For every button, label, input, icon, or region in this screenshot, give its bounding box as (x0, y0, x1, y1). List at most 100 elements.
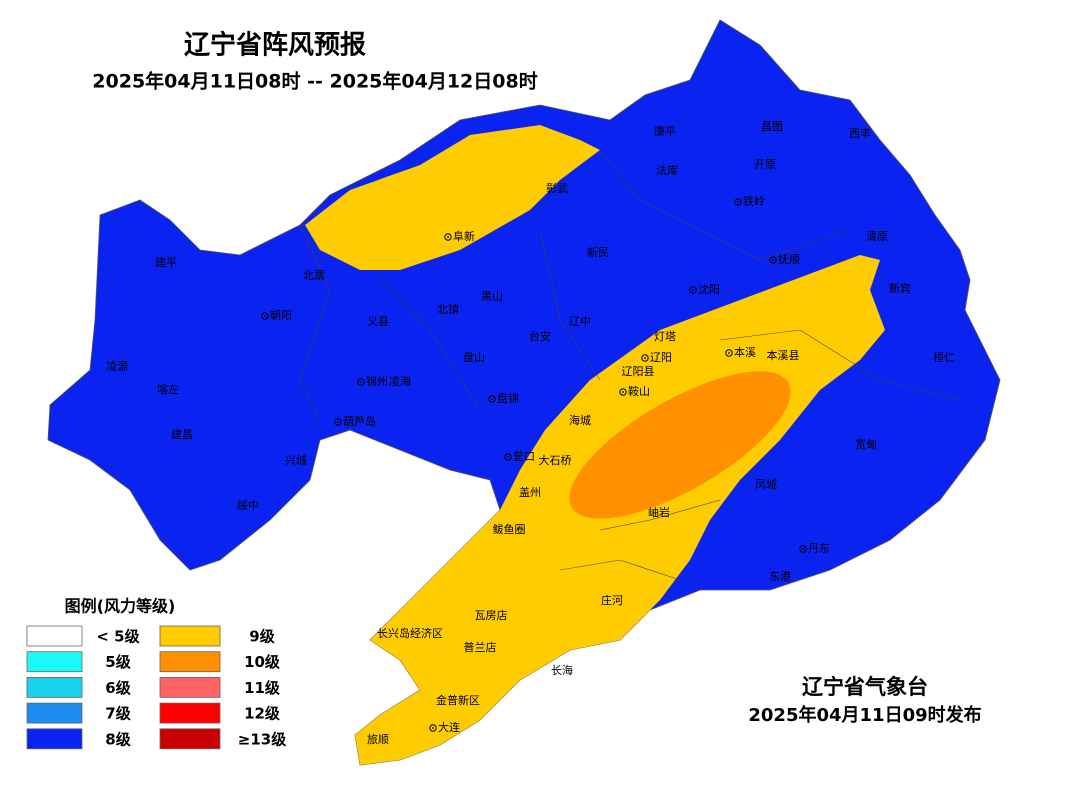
city-label: 台安 (529, 329, 551, 343)
city-label: 宽甸 (855, 437, 877, 451)
city-label: 本溪 (734, 345, 756, 359)
province-8 (47, 19, 1001, 766)
issued: 2025年04月11日09时发布 (748, 704, 981, 726)
city-label: 黑山 (481, 290, 503, 303)
city-label: 葫芦岛 (343, 414, 376, 428)
legend-swatch (159, 702, 221, 724)
legend-swatch (159, 625, 221, 647)
agency: 辽宁省气象台 (802, 675, 928, 699)
city-marker-dot (622, 391, 624, 393)
city-marker (725, 349, 733, 357)
legend-swatch (26, 651, 83, 673)
city-label: 营口 (513, 449, 535, 463)
legend-label: 8级 (105, 730, 131, 748)
legend-title: 图例(风力等级) (65, 597, 176, 616)
city-label: 锦州 (366, 374, 388, 388)
city-label: 彰武 (546, 181, 568, 195)
title: 辽宁省阵风预报 (184, 30, 366, 61)
legend-label: 6级 (105, 679, 131, 697)
city-marker (641, 354, 649, 362)
city-marker (444, 233, 452, 241)
legend-label: 10级 (244, 653, 281, 671)
legend-label: 7级 (105, 705, 131, 723)
city-label: 兴城 (285, 454, 307, 467)
city-label: 辽阳县 (622, 365, 655, 378)
city-label: 凤城 (755, 478, 777, 491)
city-label: 盘山 (463, 350, 485, 364)
city-marker (734, 198, 742, 206)
city-marker-dot (264, 315, 266, 317)
legend-swatch (159, 677, 221, 698)
legend-label: 11级 (244, 679, 281, 697)
city-label: 鞍山 (628, 384, 650, 398)
city-label: 大石桥 (539, 453, 572, 467)
city-label: 本溪县 (767, 348, 800, 362)
city-label: 大连 (438, 720, 460, 734)
city-marker-dot (337, 421, 339, 423)
borders (299, 149, 961, 581)
city-label: 抚顺 (778, 252, 800, 266)
city-marker (619, 388, 627, 396)
city-label: 岫岩 (648, 505, 670, 519)
city-label: 鲅鱼圈 (493, 522, 526, 536)
city-label: 北票 (303, 269, 325, 282)
subtitle: 2025年04月11日08时 -- 2025年04月12日08时 (92, 70, 537, 93)
city-label: 建昌 (171, 427, 193, 441)
city-marker-dot (802, 548, 804, 550)
city-label: 喀左 (157, 383, 179, 396)
city-label: 海城 (569, 413, 591, 427)
legend-label: < 5级 (96, 628, 140, 646)
city-label: 新民 (587, 245, 609, 259)
city-marker (504, 453, 512, 461)
city-label: 旅顺 (367, 732, 389, 746)
city-label: 灯塔 (654, 330, 676, 343)
city-label: 开原 (754, 158, 776, 171)
city-marker-dot (432, 727, 434, 729)
city-label: 阜新 (453, 229, 475, 243)
city-label: 桓仁 (933, 350, 955, 364)
city-marker (334, 418, 342, 426)
city-marker-dot (772, 259, 774, 261)
legend-swatch (26, 702, 83, 724)
city-label: 法库 (656, 163, 678, 177)
legend-label: 9级 (249, 628, 275, 646)
city-label: 西丰 (849, 127, 871, 140)
city-label: 铁岭 (743, 194, 765, 208)
city-label: 庄河 (601, 593, 623, 607)
city-marker (769, 256, 777, 264)
city-marker-dot (447, 236, 449, 238)
city-label: 绥中 (237, 499, 259, 512)
city-marker-dot (737, 201, 739, 203)
city-label: 辽阳 (650, 351, 672, 364)
city-label: 建平 (155, 255, 177, 269)
city-marker (689, 286, 697, 294)
city-label: 金普新区 (436, 693, 480, 707)
city-marker-dot (728, 352, 730, 354)
city-label: 朝阳 (270, 309, 292, 322)
city-label: 长海 (551, 663, 573, 677)
city-label: 沈阳 (698, 282, 720, 296)
city-label: 清原 (866, 230, 888, 243)
city-marker-dot (644, 357, 646, 359)
city-label: 盘锦 (497, 391, 519, 405)
city-label: 凌海 (389, 374, 411, 388)
legend-swatch (159, 651, 221, 673)
legend-swatch (26, 625, 83, 647)
city-label: 昌图 (761, 120, 783, 133)
zone-10 (569, 371, 791, 519)
city-label: 凌源 (106, 359, 128, 373)
city-label: 盖州 (519, 485, 541, 499)
legend-label: ≥13级 (238, 730, 287, 748)
legend-swatch (26, 677, 83, 698)
legend-swatch (26, 728, 83, 750)
city-label: 北镇 (437, 302, 459, 316)
city-label: 辽中 (569, 315, 591, 328)
city-marker-dot (491, 398, 493, 400)
city-marker (799, 545, 807, 553)
city-marker (429, 724, 437, 732)
city-label: 义县 (367, 315, 389, 328)
legend-swatch (159, 728, 221, 750)
legend-label: 12级 (244, 705, 281, 723)
city-marker (261, 312, 269, 320)
